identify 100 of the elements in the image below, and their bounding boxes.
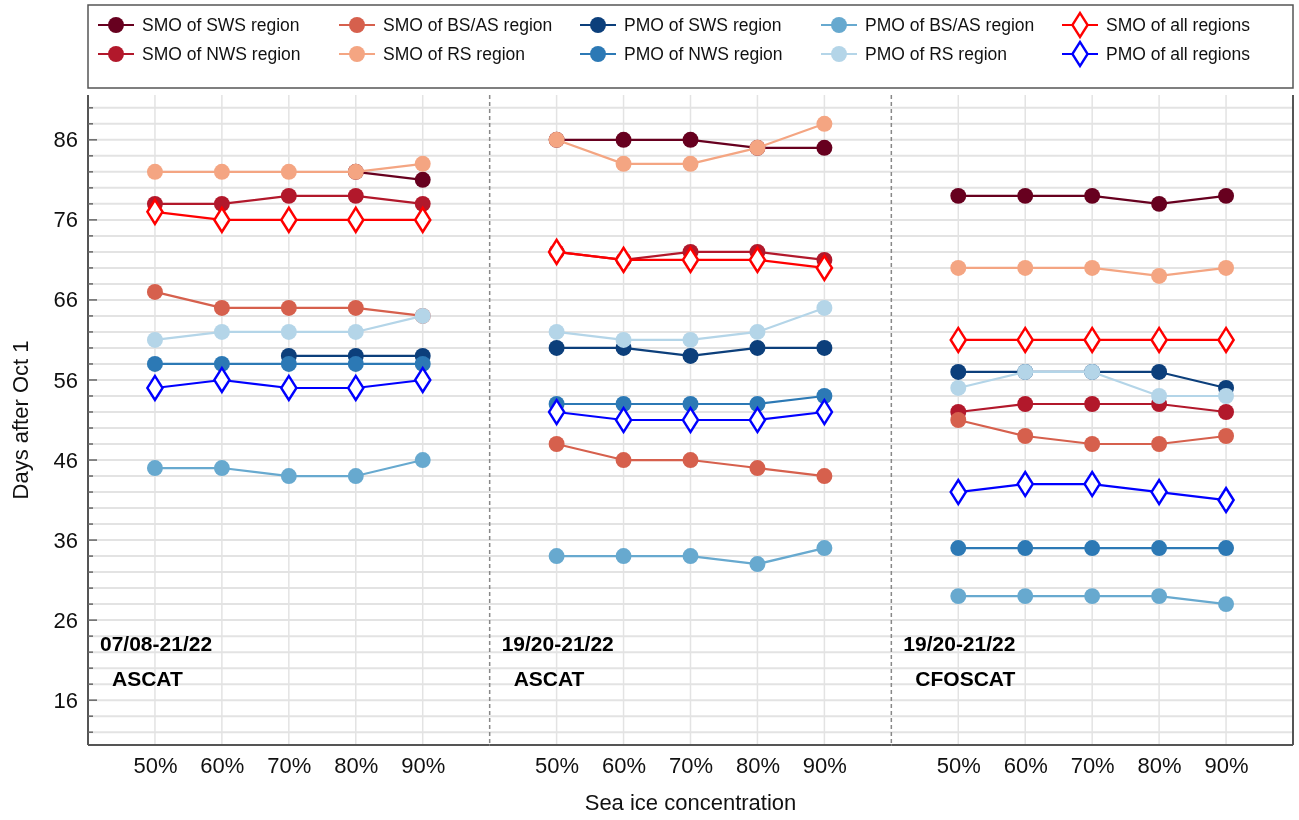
point [1084,436,1101,452]
point [1017,588,1034,605]
point [146,331,163,348]
point [816,540,833,557]
point [548,436,565,452]
y-tick-label: 76 [53,207,78,233]
y-tick-label: 66 [53,287,78,313]
point [1218,428,1235,444]
point [682,548,699,565]
y-tick-label: 16 [53,687,78,713]
point [213,299,230,316]
point [682,155,699,172]
y-tick-label: 56 [53,367,78,393]
point [749,460,766,476]
point [816,115,833,132]
legend-label: SMO of RS region [383,44,525,64]
point [280,356,297,372]
legend-label: PMO of BS/AS region [865,15,1035,35]
x-axis-title: Sea ice concentration [584,790,797,815]
point [280,163,297,180]
point [548,548,565,565]
point [1218,404,1235,420]
point [1151,540,1168,557]
point [347,187,364,204]
point [1017,187,1034,204]
y-tick-label: 36 [53,527,78,553]
x-tick-label: 50% [133,752,178,778]
point [1218,388,1235,404]
point [950,259,967,276]
y-tick-label: 26 [53,607,78,633]
point [615,131,632,148]
point [682,331,699,348]
point [414,171,431,188]
annotation: 19/20-21/22 [501,632,614,655]
point [1017,396,1034,412]
point [615,331,632,348]
point [347,323,364,340]
point [146,460,163,476]
x-tick-label: 50% [535,752,580,778]
x-tick-label: 60% [602,752,647,778]
legend-label: SMO of BS/AS region [383,15,553,35]
point [1218,259,1235,276]
x-tick-label: 90% [401,752,446,778]
point [950,364,967,380]
legend-label: SMO of NWS region [142,44,301,64]
point [146,283,163,300]
x-tick-label: 70% [267,752,312,778]
legend-label: SMO of SWS region [142,15,300,35]
annotation: 19/20-21/22 [903,632,1016,655]
point [950,412,967,428]
x-tick-label: 80% [1137,752,1182,778]
point [749,339,766,356]
point [615,548,632,565]
point [213,163,230,180]
annotation: ASCAT [513,667,585,690]
point [414,155,431,172]
point [146,163,163,180]
point [1151,588,1168,605]
legend-label: PMO of all regions [1106,44,1251,64]
annotation: 07/08-21/22 [100,632,213,655]
point [347,299,364,316]
point [682,348,699,364]
point [1218,596,1235,613]
point [414,452,431,468]
point [682,452,699,468]
point [950,380,967,396]
point [1151,267,1168,284]
point [682,131,699,148]
point [1151,388,1168,404]
point [950,187,967,204]
y-tick-label: 86 [53,127,78,153]
x-tick-label: 80% [735,752,780,778]
point [749,556,766,573]
x-tick-label: 60% [1003,752,1048,778]
x-tick-label: 70% [668,752,714,778]
point [347,356,364,372]
point [1084,588,1101,605]
point [1084,187,1101,204]
point [1017,428,1034,444]
x-tick-label: 70% [1070,752,1115,778]
point [280,187,297,204]
point [1084,540,1101,557]
x-tick-label: 50% [936,752,981,778]
annotation: CFOSCAT [915,667,1016,690]
point [816,299,833,316]
point [1151,195,1168,212]
point [1218,540,1235,557]
point [816,139,833,156]
point [213,323,230,340]
point [1084,396,1101,412]
x-tick-label: 90% [802,752,847,778]
point [280,323,297,340]
point [950,588,967,605]
point [548,339,565,356]
legend-label: SMO of all regions [1106,15,1251,35]
legend-label: PMO of RS region [865,44,1007,64]
point [1017,540,1034,557]
point [146,356,163,372]
x-tick-label: 80% [334,752,379,778]
point [749,323,766,340]
